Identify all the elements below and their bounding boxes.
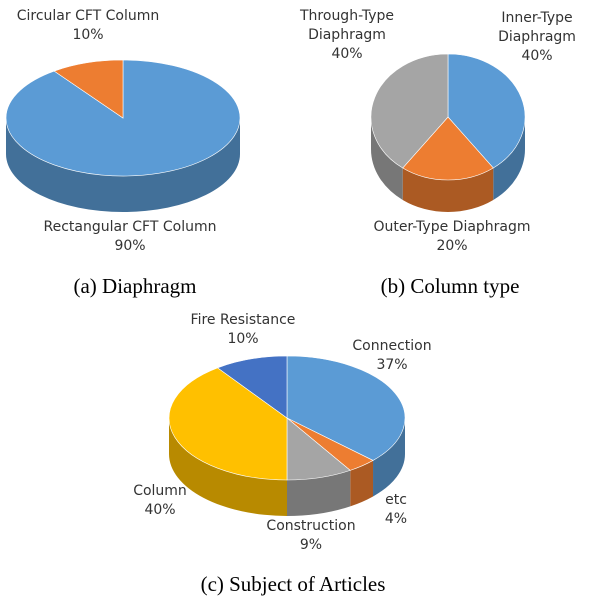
- pie-slice: [53, 59, 124, 119]
- category-label: Fire Resistance: [190, 312, 296, 328]
- pie-side: [493, 117, 525, 200]
- category-label: Circular CFT Column: [16, 8, 160, 24]
- caption: (b) Column type: [380, 274, 520, 298]
- value-label: 4%: [384, 511, 408, 527]
- caption: (a) Diaphragm: [73, 274, 197, 298]
- pie-side: [6, 118, 240, 212]
- value-label: 20%: [436, 238, 468, 254]
- value-label: 40%: [331, 46, 363, 62]
- value-label: 9%: [299, 537, 323, 553]
- pie-slice: [402, 116, 494, 181]
- category-label: etc: [385, 492, 407, 508]
- pie-side: [169, 418, 287, 516]
- category-label: Column: [133, 483, 187, 499]
- pie-side: [373, 418, 405, 497]
- slice-label: Inner-Type Diaphragm 40%: [492, 9, 582, 66]
- slice-label: Construction 9%: [251, 517, 371, 555]
- pie-slice: [286, 355, 406, 461]
- slice-label: Connection 37%: [332, 337, 452, 375]
- value-label: 10%: [227, 331, 259, 347]
- value-label: 40%: [144, 502, 176, 518]
- pie-slice: [370, 53, 449, 169]
- slice-label: etc 4%: [376, 491, 416, 529]
- pie-side: [402, 167, 494, 213]
- value-label: 37%: [376, 357, 408, 373]
- category-label: Outer-Type Diaphragm: [373, 219, 531, 235]
- slice-label: Column 40%: [120, 482, 200, 520]
- category-label: Connection: [352, 338, 432, 354]
- category-label: Rectangular CFT Column: [43, 219, 217, 235]
- slice-label: Through-Type Diaphragm 40%: [292, 7, 402, 64]
- pie-side: [371, 117, 403, 200]
- pie-slice: [217, 355, 288, 419]
- slice-label: Outer-Type Diaphragm 20%: [352, 218, 552, 256]
- pie-side: [287, 470, 351, 517]
- value-label: 10%: [72, 27, 104, 43]
- slice-label: Circular CFT Column 10%: [8, 7, 168, 45]
- pie-side: [350, 460, 374, 507]
- pie-slice: [447, 53, 526, 169]
- value-label: 40%: [521, 48, 553, 64]
- category-label: Through-Type Diaphragm: [300, 8, 394, 43]
- category-label: Inner-Type Diaphragm: [498, 10, 576, 45]
- pie-slice: [168, 367, 288, 481]
- slice-label: Fire Resistance 10%: [178, 311, 308, 349]
- category-label: Construction: [266, 518, 356, 534]
- value-label: 90%: [114, 238, 146, 254]
- caption: (c) Subject of Articles: [200, 572, 386, 596]
- slice-label: Rectangular CFT Column 90%: [20, 218, 240, 256]
